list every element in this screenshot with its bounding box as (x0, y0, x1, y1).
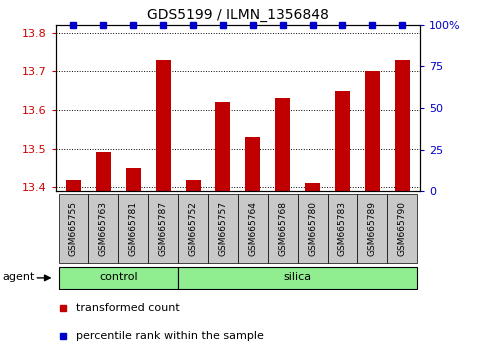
Bar (156, 59, 170, 191)
Text: GSM665781: GSM665781 (129, 201, 138, 256)
FancyBboxPatch shape (298, 194, 327, 263)
Text: GSM665787: GSM665787 (158, 201, 168, 256)
Text: control: control (99, 272, 138, 282)
FancyBboxPatch shape (148, 194, 178, 263)
FancyBboxPatch shape (327, 194, 357, 263)
Text: GSM665752: GSM665752 (188, 201, 198, 256)
Bar (305, 183, 320, 191)
Text: GSM665783: GSM665783 (338, 201, 347, 256)
Bar (395, 59, 410, 191)
Text: GSM665763: GSM665763 (99, 201, 108, 256)
Bar (185, 179, 200, 191)
Bar (335, 91, 350, 191)
FancyBboxPatch shape (387, 194, 417, 263)
Bar (215, 102, 230, 191)
Bar (96, 153, 111, 191)
FancyBboxPatch shape (268, 194, 298, 263)
Text: percentile rank within the sample: percentile rank within the sample (76, 331, 264, 341)
Text: agent: agent (3, 272, 35, 282)
Text: GSM665755: GSM665755 (69, 201, 78, 256)
FancyBboxPatch shape (118, 194, 148, 263)
FancyBboxPatch shape (238, 194, 268, 263)
Text: GSM665780: GSM665780 (308, 201, 317, 256)
Bar (126, 168, 141, 191)
FancyBboxPatch shape (357, 194, 387, 263)
Title: GDS5199 / ILMN_1356848: GDS5199 / ILMN_1356848 (147, 8, 329, 22)
Text: GSM665764: GSM665764 (248, 201, 257, 256)
Bar (66, 179, 81, 191)
Bar (245, 137, 260, 191)
Bar (365, 71, 380, 191)
FancyBboxPatch shape (58, 267, 178, 289)
FancyBboxPatch shape (58, 194, 88, 263)
Text: GSM665790: GSM665790 (398, 201, 407, 256)
Text: GSM665757: GSM665757 (218, 201, 227, 256)
FancyBboxPatch shape (208, 194, 238, 263)
FancyBboxPatch shape (88, 194, 118, 263)
Text: GSM665789: GSM665789 (368, 201, 377, 256)
Text: GSM665768: GSM665768 (278, 201, 287, 256)
Bar (275, 98, 290, 191)
Text: silica: silica (284, 272, 312, 282)
Text: transformed count: transformed count (76, 303, 179, 313)
FancyBboxPatch shape (178, 194, 208, 263)
FancyBboxPatch shape (178, 267, 417, 289)
